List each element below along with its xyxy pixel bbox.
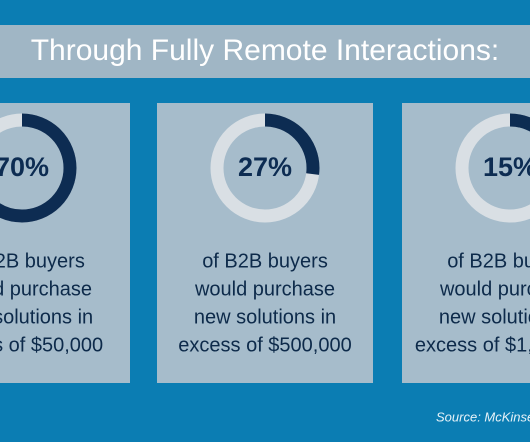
percent-label: 15%	[483, 152, 530, 182]
card-text: would purchase	[194, 278, 335, 300]
donut-arc	[0, 113, 77, 223]
percent-label: 27%	[238, 152, 292, 182]
card-text: would purchase	[439, 278, 530, 300]
card-text: new solutions in	[439, 306, 530, 328]
source: Source: McKinsey	[436, 409, 530, 424]
title: Through Fully Remote Interactions:	[31, 34, 500, 67]
card-text: would purchase	[0, 278, 92, 300]
card-text: new solutions in	[194, 306, 336, 328]
card	[157, 103, 373, 383]
card-text: excess of $50,000	[0, 334, 103, 356]
card-text: excess of $1,000,000	[415, 334, 530, 356]
card-text: excess of $500,000	[178, 334, 351, 356]
card-text: of B2B buyers	[202, 250, 328, 272]
card-text: of B2B buyers	[447, 250, 530, 272]
percent-label: 70%	[0, 152, 49, 182]
title-band	[0, 25, 530, 78]
donut-arc	[210, 113, 320, 223]
card-text: new solutions in	[0, 306, 93, 328]
donut-arc	[455, 113, 530, 223]
card-text: of B2B buyers	[0, 250, 85, 272]
